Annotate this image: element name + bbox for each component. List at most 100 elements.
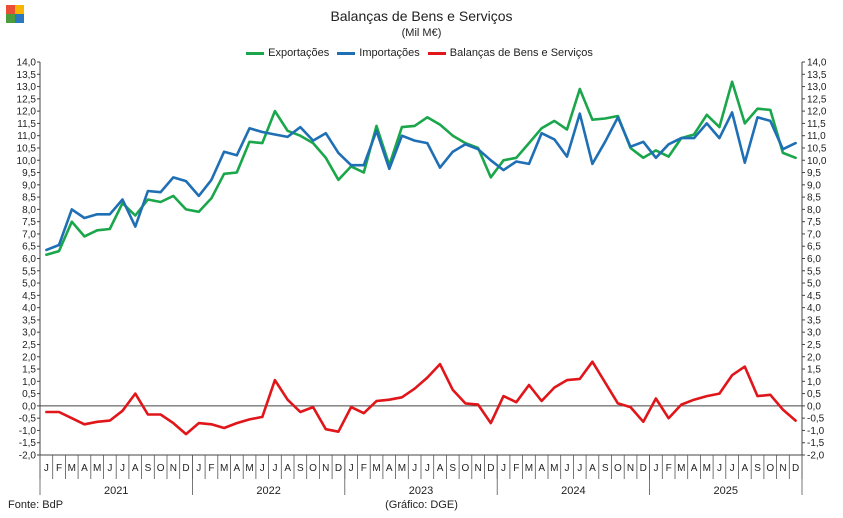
y-tick-label-right: 12,0 bbox=[807, 107, 827, 118]
month-label: S bbox=[449, 463, 456, 474]
y-tick-label-right: 7,0 bbox=[807, 229, 821, 240]
month-label: A bbox=[437, 463, 444, 474]
y-tick-label-left: 1,0 bbox=[22, 377, 36, 388]
month-label: J bbox=[425, 463, 430, 474]
y-tick-label-right: -2,0 bbox=[807, 451, 825, 462]
month-label: M bbox=[93, 463, 101, 474]
month-label: N bbox=[322, 463, 329, 474]
month-label: O bbox=[614, 463, 622, 474]
y-tick-label-left: 2,5 bbox=[22, 340, 36, 351]
month-label: F bbox=[361, 463, 367, 474]
credit-note: (Gráfico: DGE) bbox=[385, 499, 458, 511]
month-label: M bbox=[677, 463, 685, 474]
y-tick-label-left: 0,5 bbox=[22, 389, 36, 400]
y-tick-label-left: 11,0 bbox=[17, 131, 36, 142]
y-tick-label-right: 5,5 bbox=[807, 266, 821, 277]
month-label: J bbox=[577, 463, 582, 474]
year-label: 2021 bbox=[104, 485, 128, 497]
y-tick-label-right: 12,5 bbox=[807, 94, 827, 105]
month-label: M bbox=[220, 463, 228, 474]
month-label: J bbox=[196, 463, 201, 474]
logo bbox=[6, 5, 24, 23]
y-tick-label-right: 6,5 bbox=[807, 242, 821, 253]
month-label: N bbox=[170, 463, 177, 474]
month-label: A bbox=[742, 463, 749, 474]
y-tick-label-right: 9,5 bbox=[807, 168, 821, 179]
logo-square-red bbox=[6, 5, 15, 14]
month-label: M bbox=[245, 463, 253, 474]
y-tick-label-left: -2,0 bbox=[19, 451, 37, 462]
y-tick-label-left: 10,5 bbox=[17, 143, 37, 154]
month-label: N bbox=[627, 463, 634, 474]
month-label: J bbox=[565, 463, 570, 474]
month-label: J bbox=[260, 463, 265, 474]
month-label: N bbox=[779, 463, 786, 474]
month-label: M bbox=[525, 463, 533, 474]
y-tick-label-left: -1,0 bbox=[19, 426, 37, 437]
logo-square-blue bbox=[15, 14, 24, 23]
legend-label: Balanças de Bens e Serviços bbox=[449, 47, 593, 59]
y-tick-label-right: 8,0 bbox=[807, 205, 821, 216]
month-label: N bbox=[475, 463, 482, 474]
month-label: A bbox=[691, 463, 698, 474]
y-tick-label-left: -1,5 bbox=[19, 438, 37, 449]
month-label: J bbox=[272, 463, 277, 474]
month-label: M bbox=[703, 463, 711, 474]
y-tick-label-left: 4,5 bbox=[22, 291, 36, 302]
month-label: M bbox=[398, 463, 406, 474]
month-label: S bbox=[602, 463, 609, 474]
y-tick-label-left: 11,5 bbox=[17, 119, 36, 130]
y-tick-label-right: 1,5 bbox=[807, 365, 821, 376]
y-tick-label-right: 6,0 bbox=[807, 254, 821, 265]
month-label: F bbox=[513, 463, 519, 474]
source-note: Fonte: BdP bbox=[8, 499, 64, 511]
month-label: A bbox=[81, 463, 88, 474]
month-label: F bbox=[208, 463, 214, 474]
y-tick-label-right: 7,5 bbox=[807, 217, 821, 228]
legend-swatch bbox=[337, 51, 356, 55]
month-label: J bbox=[412, 463, 417, 474]
month-label: J bbox=[730, 463, 735, 474]
y-tick-label-left: 12,0 bbox=[17, 107, 37, 118]
y-tick-label-left: 5,0 bbox=[22, 279, 36, 290]
month-label: J bbox=[120, 463, 125, 474]
month-label: A bbox=[589, 463, 596, 474]
series-line-exportacoes bbox=[45, 80, 797, 257]
y-tick-label-right: 1,0 bbox=[807, 377, 821, 388]
y-tick-label-right: 4,0 bbox=[807, 303, 821, 314]
legend-label: Exportações bbox=[268, 47, 330, 59]
legend-swatch bbox=[246, 51, 265, 55]
y-tick-label-right: 2,5 bbox=[807, 340, 821, 351]
month-label: D bbox=[335, 463, 342, 474]
legend-label: Importações bbox=[359, 47, 420, 59]
y-tick-label-right: 0,0 bbox=[807, 401, 821, 412]
y-tick-label-left: 9,5 bbox=[22, 168, 36, 179]
y-tick-label-right: 4,5 bbox=[807, 291, 821, 302]
y-tick-label-right: 13,0 bbox=[807, 82, 827, 93]
y-tick-label-right: 5,0 bbox=[807, 279, 821, 290]
y-tick-label-right: 13,5 bbox=[807, 70, 827, 81]
y-tick-label-left: 10,0 bbox=[17, 156, 37, 167]
legend-item-importacoes: Importações bbox=[337, 47, 420, 59]
month-label: A bbox=[386, 463, 393, 474]
month-label: D bbox=[182, 463, 189, 474]
logo-square-green bbox=[6, 14, 15, 23]
year-label: 2025 bbox=[714, 485, 738, 497]
y-tick-label-left: 8,0 bbox=[22, 205, 36, 216]
y-tick-label-right: 11,5 bbox=[807, 119, 826, 130]
legend: Exportações Importações Balanças de Bens… bbox=[0, 47, 843, 59]
month-label: J bbox=[717, 463, 722, 474]
month-label: A bbox=[284, 463, 291, 474]
y-tick-label-left: -0,5 bbox=[19, 414, 37, 425]
series-line-importacoes bbox=[45, 111, 797, 252]
y-tick-label-right: 3,5 bbox=[807, 315, 821, 326]
month-label: M bbox=[550, 463, 558, 474]
y-tick-label-right: 3,0 bbox=[807, 328, 821, 339]
year-label: 2023 bbox=[409, 485, 433, 497]
y-tick-label-left: 9,0 bbox=[22, 180, 36, 191]
month-label: M bbox=[68, 463, 76, 474]
y-tick-label-left: 13,5 bbox=[17, 70, 37, 81]
y-tick-label-left: 6,5 bbox=[22, 242, 36, 253]
y-tick-label-left: 8,5 bbox=[22, 193, 36, 204]
